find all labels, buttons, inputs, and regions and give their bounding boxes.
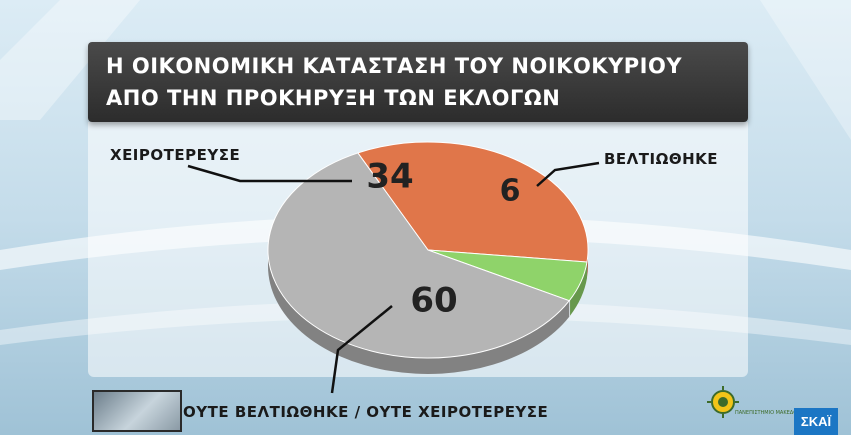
leader-line-neither xyxy=(330,305,393,394)
pie-value-label-worsened: 34 xyxy=(366,157,413,197)
university-logo-text: ΠΑΝΕΠΙΣΤΗΜΙΟ ΜΑΚΕΔΟΝΙΑΣ xyxy=(735,410,809,416)
pie-value-labels: 34 6 60 xyxy=(366,157,520,321)
chart-title-line-1: Η ΟΙΚΟΝΟΜΙΚΗ ΚΑΤΑΣΤΑΣΗ ΤΟΥ ΝΟΙΚΟΚΥΡΙΟΥ xyxy=(106,54,683,78)
university-logo-icon xyxy=(707,386,739,418)
slice-category-label-worsened: ΧΕΙΡΟΤΕΡΕΥΣΕ xyxy=(110,146,241,164)
pie-side-neither xyxy=(268,250,570,374)
leader-line-worsened xyxy=(187,164,352,183)
pie-side-improved xyxy=(570,262,588,316)
pie-leader-lines xyxy=(187,161,600,394)
pie-slice-neither xyxy=(267,152,571,359)
bottom-graphic-strip xyxy=(92,390,182,432)
pie-value-label-improved: 6 xyxy=(500,174,521,209)
leader-line-improved xyxy=(536,161,600,187)
chart-title-line-2: ΑΠΟ ΤΗΝ ΠΡΟΚΗΡΥΞΗ ΤΩΝ ΕΚΛΟΓΩΝ xyxy=(106,86,561,110)
chart-title-box: Η ΟΙΚΟΝΟΜΙΚΗ ΚΑΤΑΣΤΑΣΗ ΤΟΥ ΝΟΙΚΟΚΥΡΙΟΥ Α… xyxy=(88,42,748,122)
pie-slices xyxy=(267,141,589,359)
pie-value-label-neither: 60 xyxy=(410,281,457,321)
channel-logo: ΣΚΑΪ xyxy=(794,408,838,435)
slice-category-label-neither: ΟΥΤΕ ΒΕΛΤΙΩΘΗΚΕ / ΟΥΤΕ ΧΕΙΡΟΤΕΡΕΥΣΕ xyxy=(183,403,549,421)
slice-category-label-improved: ΒΕΛΤΙΩΘΗΚΕ xyxy=(604,150,719,168)
